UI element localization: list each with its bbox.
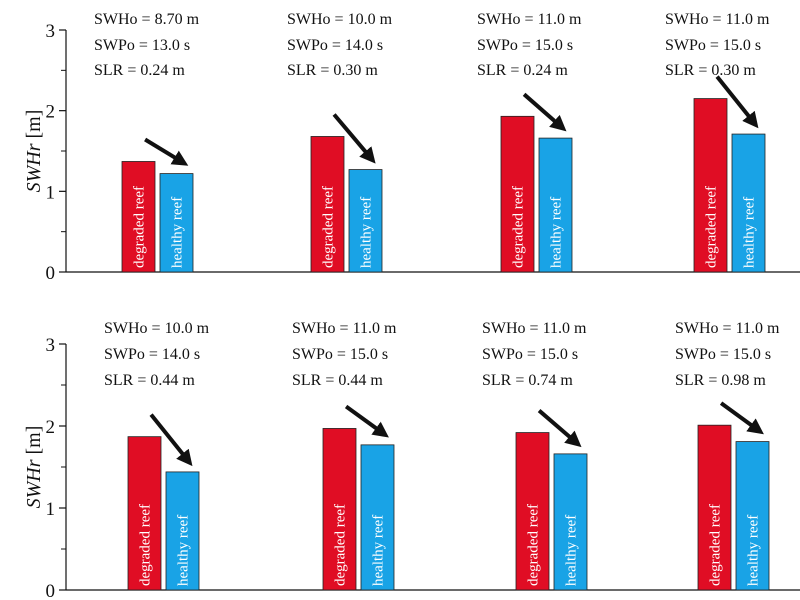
bar-degraded-reef bbox=[310, 136, 345, 273]
annotation-slr: SLR = 0.74 m bbox=[482, 372, 573, 389]
bar-label: degraded reef bbox=[132, 186, 148, 268]
bar-label: degraded reef bbox=[138, 504, 154, 586]
annotation-swho: SWHo = 11.0 m bbox=[292, 320, 397, 337]
y-tick-label: 3 bbox=[46, 335, 56, 356]
bar-degraded-reef bbox=[693, 98, 728, 273]
y-tick-label: 3 bbox=[46, 21, 56, 42]
y-axis-label-var: SWHr bbox=[23, 143, 45, 192]
bar-healthy-reef bbox=[731, 133, 766, 273]
bar-label: degraded reef bbox=[708, 504, 724, 586]
decrease-arrow bbox=[149, 413, 193, 467]
bar-label: healthy reef bbox=[746, 515, 762, 586]
bar-degraded-reef bbox=[121, 161, 156, 273]
bar-group-2: SWHo = 11.0 m SWPo = 15.0 s SLR = 0.44 m de… bbox=[292, 320, 397, 591]
bar-healthy-reef bbox=[538, 137, 573, 273]
bar-label: degraded reef bbox=[511, 186, 527, 268]
decrease-arrow bbox=[344, 404, 389, 438]
y-tick-label: 2 bbox=[46, 417, 56, 438]
y-axis-label-var: SWHr bbox=[23, 459, 45, 508]
y-tick-label: 0 bbox=[46, 581, 56, 600]
bar-group-1: SWHo = 8.70 m SWPo = 13.0 s SLR = 0.24 m de… bbox=[94, 11, 200, 273]
y-tick-label: 0 bbox=[46, 263, 56, 284]
annotation-slr: SLR = 0.30 m bbox=[665, 62, 756, 79]
bar-label: healthy reef bbox=[371, 515, 387, 586]
bar-label: healthy reef bbox=[742, 197, 758, 268]
bar-healthy-reef bbox=[360, 444, 395, 591]
annotation-swpo: SWPo = 15.0 s bbox=[477, 37, 573, 54]
decrease-arrow bbox=[715, 75, 759, 129]
bar-group-4: SWHo = 11.0 m SWPo = 15.0 s SLR = 0.98 m de… bbox=[675, 320, 780, 591]
bar-group-2: SWHo = 10.0 m SWPo = 14.0 s SLR = 0.30 m de… bbox=[287, 11, 393, 273]
y-axis-label-unit: [m] bbox=[23, 426, 45, 460]
decrease-arrow bbox=[537, 409, 582, 448]
annotation-swho: SWHo = 11.0 m bbox=[482, 320, 587, 337]
decrease-arrow bbox=[719, 401, 764, 435]
annotation-swho: SWHo = 8.70 m bbox=[94, 11, 200, 28]
bar-degraded-reef bbox=[500, 115, 535, 273]
annotation-swho: SWHo = 11.0 m bbox=[675, 320, 780, 337]
annotation-swpo: SWPo = 15.0 s bbox=[292, 346, 388, 363]
bar-label: degraded reef bbox=[704, 186, 720, 268]
y-tick-label: 1 bbox=[46, 182, 56, 203]
decrease-arrow bbox=[144, 137, 189, 166]
y-axis-label: SWHr [m] bbox=[23, 110, 45, 193]
annotation-slr: SLR = 0.24 m bbox=[477, 62, 568, 79]
bar-label: healthy reef bbox=[564, 515, 580, 586]
bar-healthy-reef bbox=[159, 173, 194, 273]
annotation-slr: SLR = 0.24 m bbox=[94, 62, 185, 79]
bar-label: degraded reef bbox=[333, 504, 349, 586]
decrease-arrow bbox=[522, 92, 567, 132]
bar-healthy-reef bbox=[553, 453, 588, 591]
annotation-swpo: SWPo = 15.0 s bbox=[665, 37, 761, 54]
y-tick-label: 1 bbox=[46, 499, 56, 520]
decrease-arrow bbox=[332, 113, 376, 164]
bar-label: healthy reef bbox=[170, 197, 186, 268]
panel-1: 0 1 2 3 SWHr [m] SWHo = 8.70 m SWPo = 13.0 s SL… bbox=[23, 11, 800, 284]
bar-group-1: SWHo = 10.0 m SWPo = 14.0 s SLR = 0.44 m de… bbox=[104, 320, 210, 591]
bar-degraded-reef bbox=[515, 432, 550, 591]
panel-2: 0 1 2 3 SWHr [m] SWHo = 10.0 m SWPo = 14.0 s SL… bbox=[23, 320, 800, 600]
bar-healthy-reef bbox=[735, 441, 770, 591]
annotation-swho: SWHo = 10.0 m bbox=[104, 320, 210, 337]
bar-degraded-reef bbox=[127, 436, 162, 591]
y-axis-label: SWHr [m] bbox=[23, 426, 45, 509]
bar-label: degraded reef bbox=[526, 504, 542, 586]
annotation-swpo: SWPo = 14.0 s bbox=[287, 37, 383, 54]
y-axis-label-unit: [m] bbox=[23, 110, 45, 144]
bar-label: healthy reef bbox=[549, 197, 565, 268]
annotation-swpo: SWPo = 15.0 s bbox=[482, 346, 578, 363]
bar-degraded-reef bbox=[322, 428, 357, 591]
annotation-slr: SLR = 0.44 m bbox=[104, 372, 195, 389]
annotation-swpo: SWPo = 13.0 s bbox=[94, 37, 190, 54]
bar-label: healthy reef bbox=[176, 515, 192, 586]
annotation-swpo: SWPo = 15.0 s bbox=[675, 346, 771, 363]
annotation-slr: SLR = 0.44 m bbox=[292, 372, 383, 389]
annotation-slr: SLR = 0.98 m bbox=[675, 372, 766, 389]
bar-label: healthy reef bbox=[359, 197, 375, 268]
bar-group-4: SWHo = 11.0 m SWPo = 15.0 s SLR = 0.30 m de… bbox=[665, 11, 770, 273]
annotation-swho: SWHo = 11.0 m bbox=[665, 11, 770, 28]
bar-label: degraded reef bbox=[321, 186, 337, 268]
bar-group-3: SWHo = 11.0 m SWPo = 15.0 s SLR = 0.74 m de… bbox=[482, 320, 588, 591]
annotation-swho: SWHo = 11.0 m bbox=[477, 11, 582, 28]
bar-healthy-reef bbox=[348, 169, 383, 273]
bar-group-3: SWHo = 11.0 m SWPo = 15.0 s SLR = 0.24 m de… bbox=[477, 11, 582, 273]
bar-healthy-reef bbox=[165, 471, 200, 591]
y-tick-label: 2 bbox=[46, 102, 56, 123]
bar-degraded-reef bbox=[697, 424, 732, 591]
annotation-swpo: SWPo = 14.0 s bbox=[104, 346, 200, 363]
annotation-swho: SWHo = 10.0 m bbox=[287, 11, 393, 28]
annotation-slr: SLR = 0.30 m bbox=[287, 62, 378, 79]
